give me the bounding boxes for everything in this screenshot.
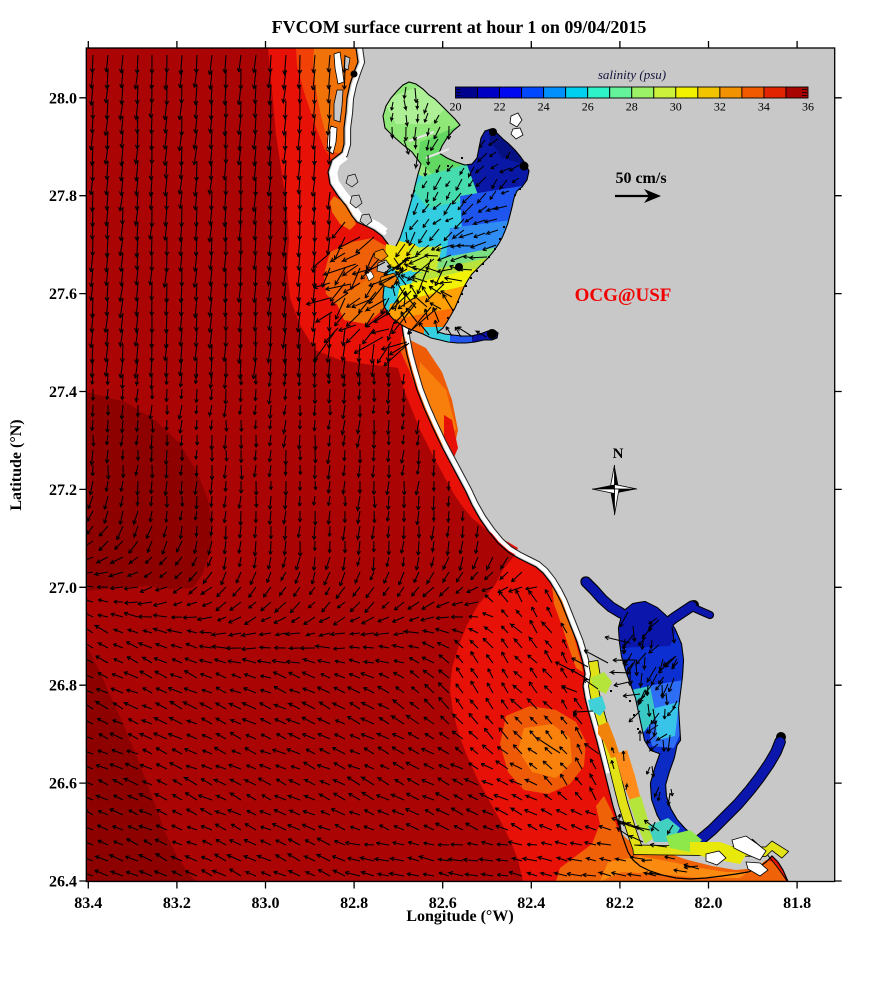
svg-text:salinity (psu): salinity (psu) [598, 67, 666, 82]
svg-text:34: 34 [758, 100, 770, 114]
svg-text:27.0: 27.0 [49, 580, 77, 597]
svg-text:27.4: 27.4 [49, 384, 77, 401]
svg-text:83.0: 83.0 [252, 895, 280, 912]
svg-text:28.0: 28.0 [49, 90, 77, 107]
svg-text:50 cm/s: 50 cm/s [615, 170, 666, 187]
svg-text:N: N [613, 446, 624, 462]
svg-text:20: 20 [450, 100, 462, 114]
svg-text:82.6: 82.6 [429, 895, 457, 912]
svg-text:22: 22 [494, 100, 506, 114]
svg-text:36: 36 [802, 100, 814, 114]
svg-text:81.8: 81.8 [783, 895, 811, 912]
svg-text:26.8: 26.8 [49, 678, 77, 695]
svg-text:FVCOM surface current at hour: FVCOM surface current at hour 1 on 09/04… [272, 17, 647, 37]
svg-text:Latitude (°N): Latitude (°N) [8, 419, 25, 510]
svg-text:27.6: 27.6 [49, 286, 77, 303]
svg-text:26.6: 26.6 [49, 776, 77, 793]
svg-text:26: 26 [582, 100, 594, 114]
svg-text:24: 24 [538, 100, 550, 114]
svg-text:OCG@USF: OCG@USF [575, 285, 672, 306]
svg-text:28: 28 [626, 100, 638, 114]
svg-text:82.8: 82.8 [340, 895, 368, 912]
svg-text:82.2: 82.2 [606, 895, 634, 912]
svg-text:83.2: 83.2 [163, 895, 191, 912]
svg-text:83.4: 83.4 [74, 895, 102, 912]
svg-text:82.0: 82.0 [695, 895, 723, 912]
svg-text:27.2: 27.2 [49, 482, 77, 499]
svg-text:82.4: 82.4 [517, 895, 545, 912]
svg-text:27.8: 27.8 [49, 188, 77, 205]
svg-text:26.4: 26.4 [49, 874, 77, 891]
svg-text:Longitude (°W): Longitude (°W) [406, 908, 513, 925]
svg-text:30: 30 [670, 100, 682, 114]
svg-text:32: 32 [714, 100, 726, 114]
